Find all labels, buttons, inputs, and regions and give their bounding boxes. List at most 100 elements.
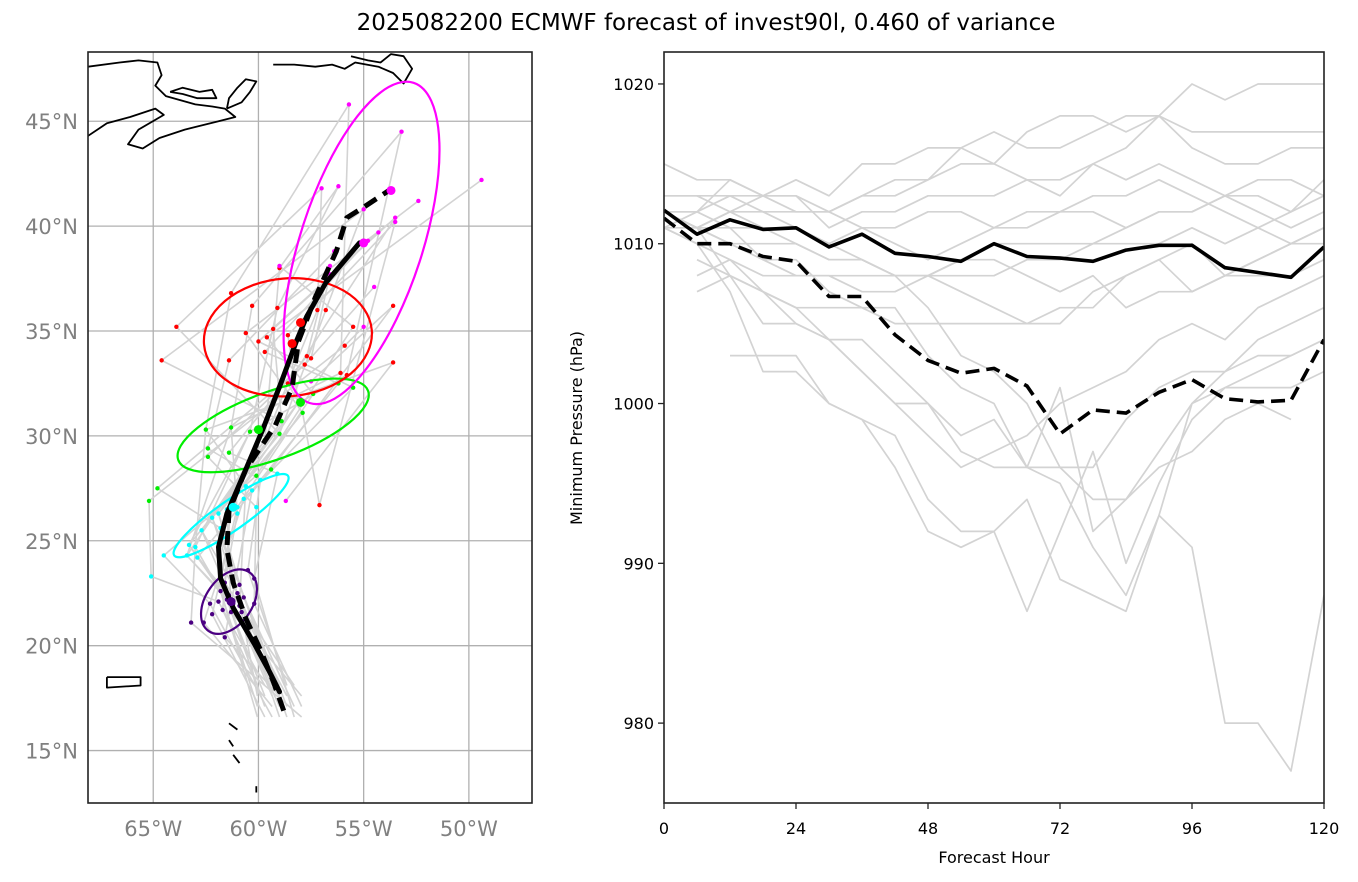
- ensemble-member-line: [664, 178, 1324, 229]
- ensemble-point: [336, 184, 341, 189]
- ensemble-point: [376, 230, 381, 235]
- ensemble-member-line: [730, 354, 1324, 772]
- ensemble-point: [226, 358, 232, 363]
- ensemble-member-line: [664, 83, 1324, 197]
- ensemble-point: [193, 544, 198, 550]
- ensemble-point: [186, 542, 192, 548]
- ensemble-point: [161, 553, 166, 558]
- spread-ellipse: [172, 472, 290, 559]
- ensemble-point: [277, 431, 282, 436]
- ensemble-point: [239, 609, 244, 615]
- pressure-frame: [663, 51, 1325, 804]
- coastline: [228, 739, 234, 747]
- map-lat-tick-label: 45°N: [25, 110, 78, 134]
- mean-position-marker: [296, 318, 306, 328]
- ensemble-point: [270, 326, 276, 332]
- ensemble-point: [146, 498, 152, 504]
- x-tick-label: 48: [918, 819, 938, 838]
- ensemble-point: [256, 339, 261, 344]
- spread-ellipses: [172, 80, 441, 635]
- ensemble-member-line: [664, 210, 1324, 501]
- control-track: [224, 188, 391, 712]
- ensemble-point: [300, 410, 305, 416]
- ensemble-member-line: [664, 194, 1324, 277]
- ensemble-point: [226, 450, 232, 455]
- ensemble-member-line: [664, 211, 1324, 469]
- ensemble-point: [285, 332, 291, 338]
- ensemble-point: [235, 591, 240, 596]
- ensemble-point: [390, 360, 396, 365]
- ensemble-point: [399, 129, 404, 134]
- y-tick-label: 1020: [613, 75, 654, 94]
- map-lon-tick-label: 50°W: [440, 817, 498, 841]
- ensemble-point: [283, 498, 289, 504]
- ensemble-point: [222, 635, 227, 640]
- ensemble-point: [218, 588, 223, 594]
- mean-position-marker: [386, 185, 396, 195]
- coastline: [273, 53, 414, 85]
- ensemble-point: [302, 362, 307, 367]
- map-lon-tick-label: 60°W: [229, 817, 287, 841]
- ensemble-point: [393, 215, 398, 220]
- ensemble-point: [203, 427, 209, 432]
- ensemble-point: [327, 263, 333, 269]
- map-coastlines: [88, 53, 414, 793]
- x-axis-label: Forecast Hour: [938, 848, 1050, 867]
- pressure-chart-panel: 0 24 48 72 96 120 980 990 1000 1010 1020 Forecast …: [567, 51, 1340, 867]
- ensemble-point: [249, 303, 255, 309]
- ensemble-member-line: [696, 227, 1324, 325]
- ensemble-point: [216, 599, 221, 604]
- control-line: [664, 216, 1324, 436]
- map-lon-tick-label: 65°W: [124, 817, 182, 841]
- ensemble-point: [361, 324, 366, 330]
- ensemble-mean-line: [664, 208, 1324, 280]
- map-lat-tick-label: 25°N: [25, 530, 78, 554]
- coastline: [228, 722, 238, 731]
- ensemble-point: [346, 102, 352, 107]
- ensemble-point: [338, 370, 343, 376]
- ensemble-track: [207, 274, 331, 707]
- ensemble-point: [315, 307, 320, 313]
- spread-ellipse: [199, 568, 259, 635]
- ensemble-point: [254, 505, 259, 510]
- ensemble-point: [195, 555, 200, 560]
- x-tick-label: 0: [659, 819, 669, 838]
- map-lat-tick-label: 40°N: [25, 215, 78, 239]
- ensemble-point: [247, 429, 253, 434]
- map-lat-tick-label: 30°N: [25, 425, 78, 449]
- ensemble-track: [217, 221, 396, 707]
- ensemble-point: [243, 330, 249, 336]
- y-tick-label: 980: [623, 714, 654, 733]
- ensemble-point: [241, 496, 246, 502]
- ensemble-point: [319, 186, 324, 191]
- ensemble-point: [308, 356, 314, 361]
- ensemble-point: [220, 607, 225, 613]
- mean-position-marker: [287, 339, 297, 349]
- x-tick-label: 72: [1050, 819, 1070, 838]
- ensemble-point: [155, 486, 160, 491]
- ensemble-point: [317, 502, 322, 508]
- coastline: [88, 59, 237, 150]
- ensemble-point: [148, 574, 154, 579]
- ensemble-point: [264, 335, 270, 340]
- spread-ellipse: [282, 80, 441, 406]
- ensemble-positions: [146, 102, 484, 640]
- ensemble-point: [390, 303, 396, 309]
- ensemble-point: [209, 612, 215, 617]
- map-frame: [87, 51, 533, 804]
- ensemble-point: [216, 511, 221, 516]
- ensemble-point: [268, 467, 274, 472]
- map-lon-tick-label: 55°W: [335, 817, 393, 841]
- x-tick-label: 120: [1309, 819, 1340, 838]
- ensemble-point: [228, 425, 234, 430]
- ensemble-point: [277, 263, 282, 269]
- ensemble-point: [159, 358, 164, 363]
- ensemble-point: [237, 582, 242, 588]
- ensemble-point: [479, 177, 484, 183]
- ensemble-point: [275, 305, 280, 311]
- coastline: [169, 86, 218, 100]
- map-lat-tick-label: 35°N: [25, 320, 78, 344]
- ensemble-member-line: [664, 115, 1324, 213]
- ensemble-point: [304, 353, 310, 359]
- figure-title: 2025082200 ECMWF forecast of invest90l, …: [356, 10, 1056, 36]
